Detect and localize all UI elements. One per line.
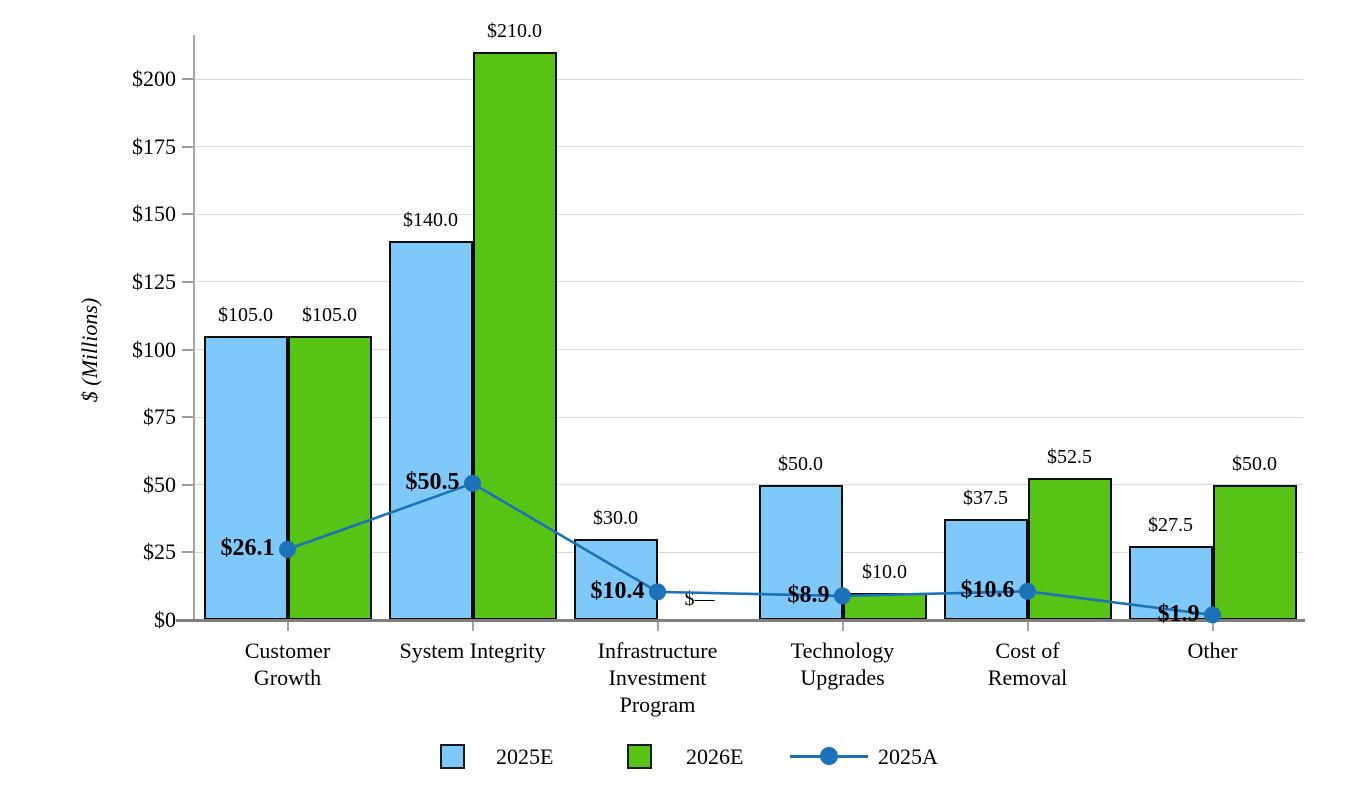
line-value-label: $50.5 <box>405 469 460 496</box>
x-category-label-line: Upgrades <box>800 665 885 690</box>
x-category-label-line: Customer <box>244 638 331 663</box>
bar-value-label: $140.0 <box>403 209 458 232</box>
x-category-label-infrastructure-investment-program: Infrastructure Investment Program <box>563 637 753 718</box>
y-axis-line <box>193 35 195 621</box>
x-category-label-line: Investment <box>608 665 707 690</box>
y-tick-label: $200 <box>132 66 176 91</box>
bar-2026e-other <box>1212 484 1297 620</box>
bar-value-label: $30.0 <box>593 506 638 529</box>
gridline <box>195 213 1303 215</box>
y-tick-label: $125 <box>132 268 176 294</box>
x-category-label-line: Technology <box>790 638 895 663</box>
line-value-label: $10.4 <box>590 577 645 604</box>
y-axis-tick <box>182 348 195 351</box>
x-category-label-line: Cost of <box>995 638 1060 663</box>
x-axis-tick <box>656 622 659 631</box>
x-category-label-cost-of-removal: Cost of Removal <box>933 637 1123 691</box>
y-axis-tick <box>182 145 195 148</box>
x-category-label-line: Growth <box>253 665 322 690</box>
legend-label-2026e: 2026E <box>686 744 744 769</box>
x-category-label-line: Infrastructure <box>597 638 718 663</box>
x-axis-baseline <box>176 619 1305 622</box>
bar-value-label: $52.5 <box>1047 445 1092 468</box>
x-axis-tick <box>286 622 289 631</box>
bar-value-label: $50.0 <box>778 452 823 475</box>
gridline <box>195 78 1303 80</box>
legend-label-2025e: 2025E <box>496 744 554 769</box>
y-tick-label: $175 <box>132 133 176 159</box>
y-tick-label: $75 <box>143 404 176 430</box>
line-value-label: $8.9 <box>787 581 830 608</box>
x-axis-tick <box>1026 622 1029 631</box>
legend-swatch-2026e <box>627 744 652 769</box>
y-axis-tick <box>182 416 195 419</box>
legend-label-2025a: 2025A <box>878 744 938 769</box>
legend-swatch-2025e <box>440 744 465 769</box>
line-value-label: $1.9 <box>1157 600 1200 627</box>
y-tick-label: $100 <box>132 336 176 362</box>
x-axis-tick <box>1211 622 1214 631</box>
bar-2025e-cost-of-removal <box>943 518 1028 620</box>
bar-value-label: $105.0 <box>302 303 357 326</box>
x-category-label-technology-upgrades: Technology Upgrades <box>748 637 938 691</box>
bar-value-label: $210.0 <box>487 19 542 42</box>
y-tick-label: $0 <box>154 607 176 632</box>
x-category-label-system-integrity: System Integrity <box>378 637 568 664</box>
gridline <box>195 349 1303 350</box>
x-category-label-line: System Integrity <box>399 638 546 663</box>
x-axis-tick <box>471 622 474 631</box>
line-value-label: $26.1 <box>220 535 275 562</box>
bar-2025e-system-integrity <box>388 241 473 620</box>
x-category-label-customer-growth: Customer Growth <box>193 637 383 691</box>
bar-2025e-customer-growth <box>203 335 288 620</box>
y-tick-label: $25 <box>143 539 176 565</box>
bar-value-label: $105.0 <box>218 303 273 326</box>
y-axis-tick <box>182 483 195 486</box>
line-value-label: $10.6 <box>960 577 1015 604</box>
gridline <box>195 416 1303 418</box>
y-axis-title: $ (Millions) <box>77 297 102 403</box>
legend-dot-sample <box>820 747 838 765</box>
x-category-label-line: Program <box>619 692 696 717</box>
x-category-label-line: Removal <box>987 665 1068 690</box>
y-tick-label: $150 <box>132 201 176 227</box>
gridline <box>195 281 1303 283</box>
gridline <box>195 146 1303 148</box>
x-category-label-other: Other <box>1118 637 1308 664</box>
y-axis-tick <box>182 551 195 554</box>
y-axis-tick <box>182 280 195 283</box>
bar-value-label: $50.0 <box>1232 452 1277 475</box>
y-axis-tick <box>182 213 195 216</box>
bar-2026e-cost-of-removal <box>1027 477 1112 620</box>
y-tick-label: $50 <box>143 471 176 497</box>
x-axis-tick <box>841 622 844 631</box>
x-category-label-line: Other <box>1187 638 1238 663</box>
y-axis-tick <box>182 78 195 80</box>
bar-2026e-system-integrity <box>472 51 557 620</box>
